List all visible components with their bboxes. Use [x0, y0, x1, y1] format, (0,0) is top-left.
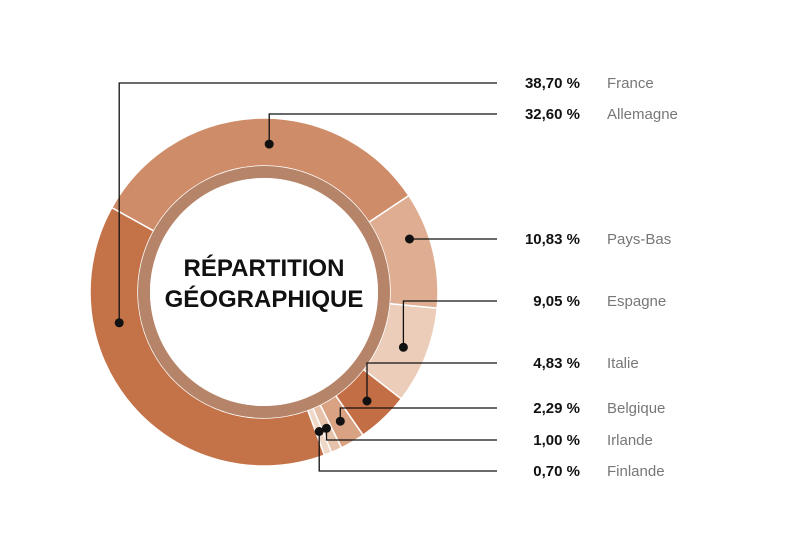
- value-label-espagne: 9,05 %: [533, 293, 580, 310]
- leader-dot-france: [114, 318, 124, 328]
- leader-dot-espagne: [398, 342, 408, 352]
- inner-ring: [138, 166, 390, 418]
- country-label-irlande: Irlande: [607, 432, 653, 449]
- country-label-france: France: [607, 75, 654, 92]
- country-label-espagne: Espagne: [607, 293, 666, 310]
- country-label-allemagne: Allemagne: [607, 106, 678, 123]
- leader-dot-belgique: [335, 416, 345, 426]
- country-label-finlande: Finlande: [607, 463, 665, 480]
- chart-title-line-1: RÉPARTITION: [184, 254, 345, 282]
- value-label-irlande: 1,00 %: [533, 432, 580, 449]
- inner-ring-group: [138, 166, 390, 418]
- value-label-italie: 4,83 %: [533, 355, 580, 372]
- donut-hole: [150, 178, 378, 406]
- leader-line-france: [118, 82, 497, 323]
- value-label-france: 38,70 %: [525, 75, 580, 92]
- slice-france: [89, 206, 326, 467]
- leader-dot-allemagne: [264, 139, 274, 149]
- leader-line-italie: [366, 362, 497, 401]
- leader-line-finlande: [318, 431, 497, 472]
- leader-dot-finlande: [314, 427, 324, 436]
- country-label-belgique: Belgique: [607, 400, 665, 417]
- country-label-italie: Italie: [607, 355, 639, 372]
- value-label-belgique: 2,29 %: [533, 400, 580, 417]
- leader-dot-pays-bas: [405, 234, 414, 244]
- chart-title-line-2: GÉOGRAPHIQUE: [165, 285, 364, 313]
- country-label-pays-bas: Pays-Bas: [607, 231, 671, 248]
- leader-line-espagne: [402, 300, 497, 348]
- leader-lines-group: [114, 82, 497, 472]
- value-label-finlande: 0,70 %: [533, 463, 580, 480]
- leader-line-allemagne: [268, 113, 497, 145]
- labels-group: 38,70 % France 32,60 % Allemagne 10,83 % Pays…: [525, 75, 678, 480]
- value-label-pays-bas: 10,83 %: [525, 231, 580, 248]
- leader-dot-italie: [362, 396, 372, 406]
- value-label-allemagne: 32,60 %: [525, 106, 580, 123]
- leader-dot-irlande: [322, 423, 331, 433]
